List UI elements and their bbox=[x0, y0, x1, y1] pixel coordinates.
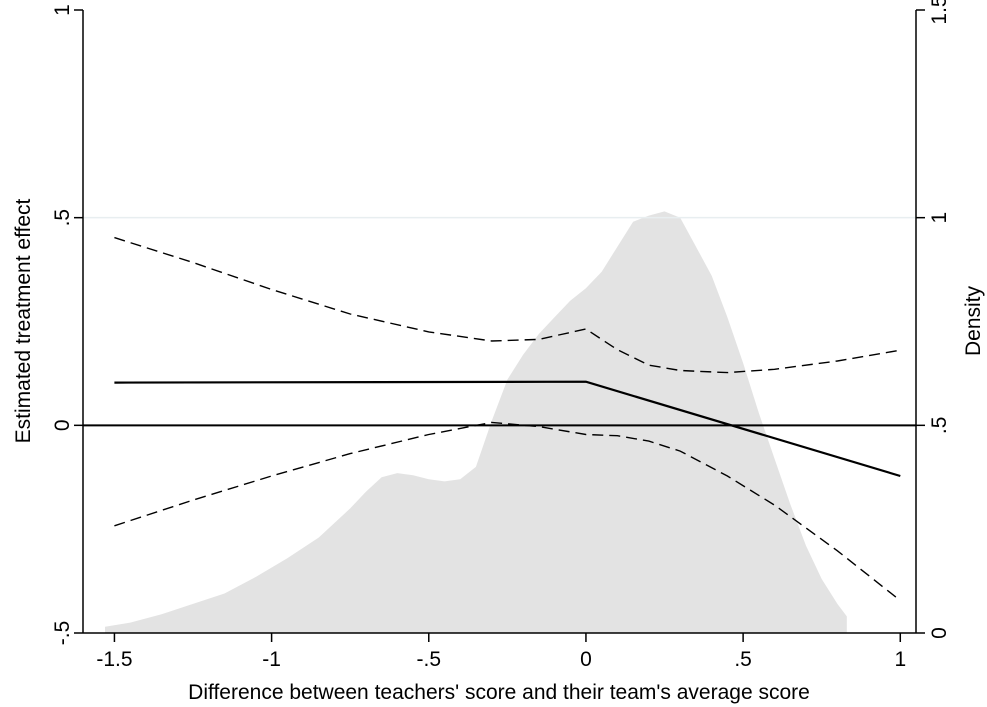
series-layer bbox=[83, 236, 916, 602]
x-tick-label: .5 bbox=[734, 648, 752, 671]
density-area bbox=[105, 211, 847, 633]
x-tick-label: -1 bbox=[262, 648, 281, 671]
y-tick-label: .5 bbox=[51, 209, 74, 227]
y-tick-label: 0 bbox=[51, 419, 74, 431]
y2-tick-label: 1 bbox=[928, 212, 951, 224]
y-tick-label: 1 bbox=[51, 4, 74, 16]
density-layer bbox=[105, 211, 847, 633]
lower_ci-line bbox=[114, 421, 901, 602]
y-axis-title: Estimated treatment effect bbox=[12, 198, 35, 443]
y2-tick-label: .5 bbox=[928, 417, 951, 435]
right-axis-title: Density bbox=[962, 285, 985, 356]
x-tick-label: 1 bbox=[894, 648, 906, 671]
y-tick-label: -.5 bbox=[51, 621, 74, 646]
y2-tick-label: 0 bbox=[928, 627, 951, 639]
x-axis-title: Difference between teachers' score and t… bbox=[188, 681, 810, 704]
upper_ci-line bbox=[114, 236, 901, 374]
x-tick-label: -1.5 bbox=[96, 648, 132, 671]
x-tick-label: 0 bbox=[580, 648, 592, 671]
x-tick-label: -.5 bbox=[417, 648, 442, 671]
y2-tick-label: 1.5 bbox=[928, 0, 951, 25]
ticks-layer: -1.5 -1 -.5 0 .5 1 -.5 0 .5 1 0 .5 1 1.5 bbox=[51, 0, 951, 671]
estimate-line bbox=[114, 380, 901, 478]
axes-layer bbox=[82, 10, 917, 634]
